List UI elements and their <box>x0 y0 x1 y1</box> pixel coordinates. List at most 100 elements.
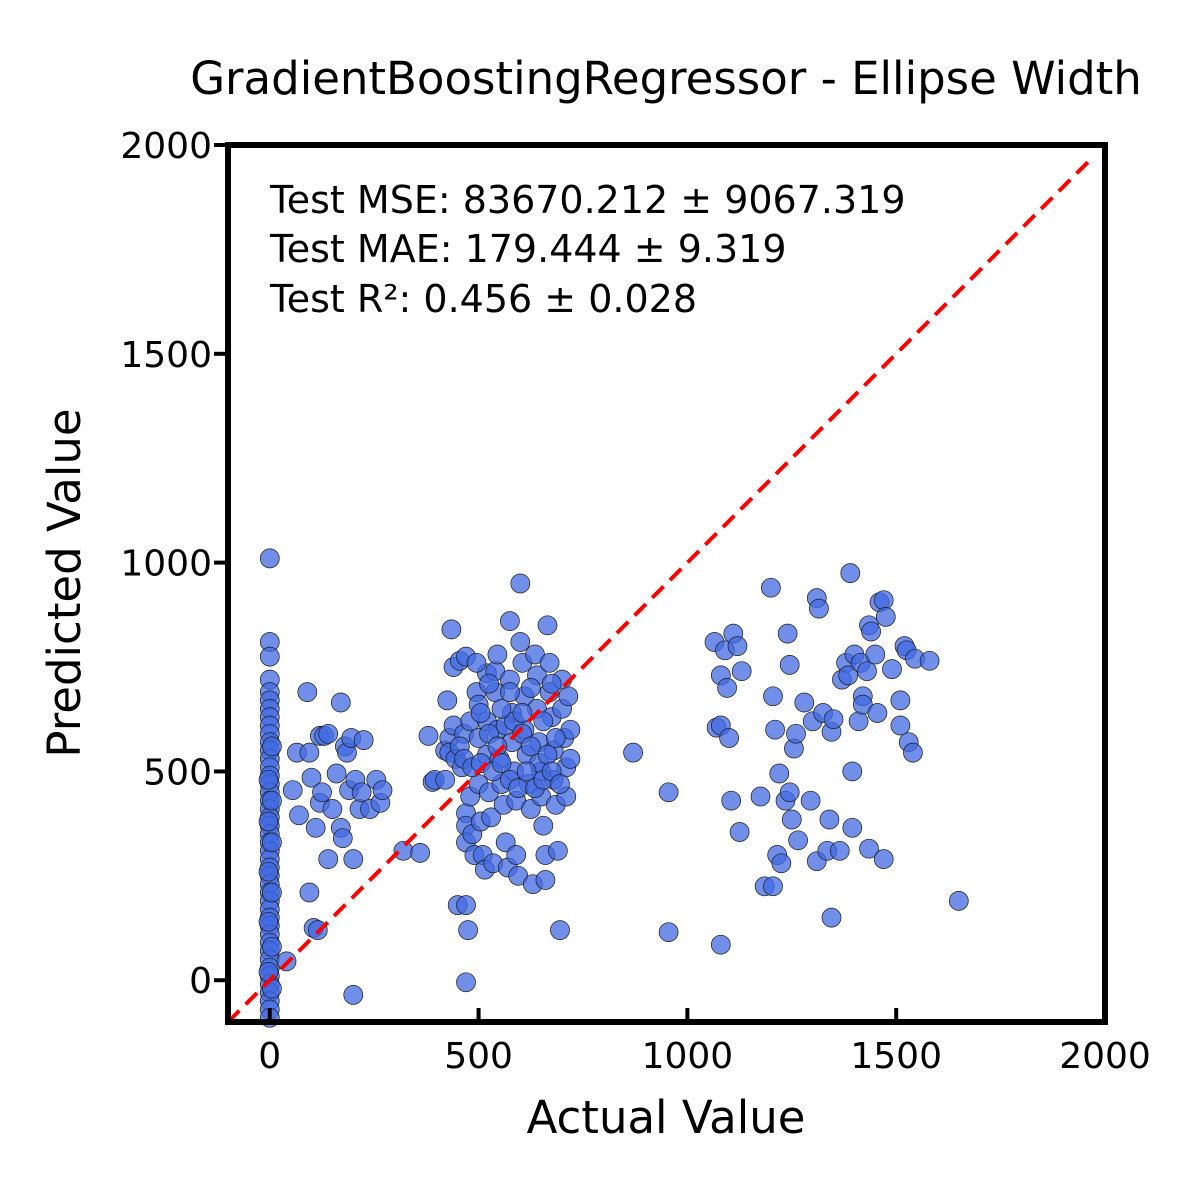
plot-frame <box>225 142 1108 1025</box>
data-point <box>829 840 850 861</box>
data-point <box>729 822 750 842</box>
data-point <box>800 790 821 811</box>
data-point <box>508 865 529 886</box>
data-point <box>437 690 458 711</box>
data-point <box>560 749 581 769</box>
data-point <box>550 920 570 940</box>
data-point <box>948 891 969 911</box>
data-point <box>779 782 800 803</box>
data-point <box>262 882 282 903</box>
data-point <box>500 611 520 631</box>
y-tick-label: 500 <box>143 752 212 793</box>
data-point <box>418 726 439 746</box>
data-point <box>719 728 739 748</box>
data-point <box>848 711 869 732</box>
data-point <box>710 934 731 955</box>
data-point <box>857 661 877 682</box>
data-point <box>786 723 806 744</box>
data-point <box>372 780 393 801</box>
x-axis-label: Actual Value <box>527 1091 806 1144</box>
data-point <box>500 682 520 702</box>
data-point <box>533 815 554 836</box>
data-point <box>873 849 894 869</box>
data-point <box>297 682 318 702</box>
annotation-mse: Test MSE: 83670.212 ± 9067.319 <box>269 178 906 222</box>
data-point <box>491 698 512 719</box>
data-point <box>794 692 815 713</box>
data-point <box>548 840 568 861</box>
data-point <box>809 598 829 619</box>
data-point <box>769 763 790 784</box>
x-tick-label: 1000 <box>642 1036 734 1077</box>
data-point <box>781 809 802 830</box>
data-point <box>520 678 541 698</box>
data-point <box>890 690 911 711</box>
data-point <box>510 632 531 652</box>
data-point <box>727 636 748 656</box>
data-point <box>458 920 478 940</box>
y-axis-label: Predicted Value <box>38 408 91 757</box>
data-point <box>903 742 923 763</box>
data-point <box>322 799 343 819</box>
data-point <box>731 661 752 682</box>
data-point <box>353 730 374 750</box>
data-point <box>550 774 570 794</box>
data-point <box>258 962 279 982</box>
y-tick-label: 0 <box>189 961 212 1002</box>
data-point <box>541 673 562 694</box>
data-point <box>506 845 527 865</box>
data-point <box>332 828 353 849</box>
data-point <box>259 548 280 569</box>
data-point <box>487 644 508 665</box>
x-tick-label: 500 <box>444 1036 513 1077</box>
data-point <box>771 853 792 874</box>
y-tick-label: 1000 <box>120 544 212 585</box>
data-point <box>262 936 282 957</box>
data-point <box>481 807 501 828</box>
data-point <box>305 817 326 838</box>
data-point <box>842 817 863 838</box>
data-point <box>865 644 886 665</box>
data-point <box>840 563 861 583</box>
data-point <box>558 686 579 707</box>
data-point <box>520 736 541 757</box>
data-point <box>535 870 556 890</box>
data-point <box>859 838 879 859</box>
data-point <box>537 615 558 636</box>
data-point <box>456 972 476 993</box>
reference-line <box>226 160 1090 1024</box>
annotation-r2: Test R²: 0.456 ± 0.028 <box>269 277 697 321</box>
data-point <box>318 723 339 744</box>
data-point <box>258 811 279 832</box>
data-point <box>819 809 840 830</box>
data-point <box>873 590 894 611</box>
data-point <box>823 709 844 730</box>
data-point <box>318 849 339 869</box>
x-tick-label: 2000 <box>1059 1036 1151 1077</box>
data-point <box>777 623 798 644</box>
data-point <box>721 790 742 811</box>
data-point <box>262 736 282 757</box>
data-point <box>537 744 558 765</box>
data-point <box>763 686 783 707</box>
data-point <box>510 573 531 594</box>
data-point <box>861 621 881 642</box>
data-point <box>717 678 737 698</box>
data-point <box>779 655 800 675</box>
data-point <box>539 652 560 673</box>
data-point <box>435 769 456 790</box>
annotation-mae: Test MAE: 179.444 ± 9.319 <box>269 227 787 271</box>
data-point <box>470 703 491 723</box>
data-point <box>788 830 808 851</box>
data-point <box>410 843 430 863</box>
data-point <box>658 922 679 943</box>
data-point <box>258 769 279 790</box>
data-point <box>491 753 512 773</box>
data-point <box>919 650 940 671</box>
y-axis: 0 500 1000 1500 2000 <box>120 126 228 1002</box>
data-point <box>299 882 320 903</box>
data-point <box>838 665 859 686</box>
data-point <box>262 790 282 811</box>
points-layer <box>258 548 969 1028</box>
data-point <box>761 577 781 598</box>
